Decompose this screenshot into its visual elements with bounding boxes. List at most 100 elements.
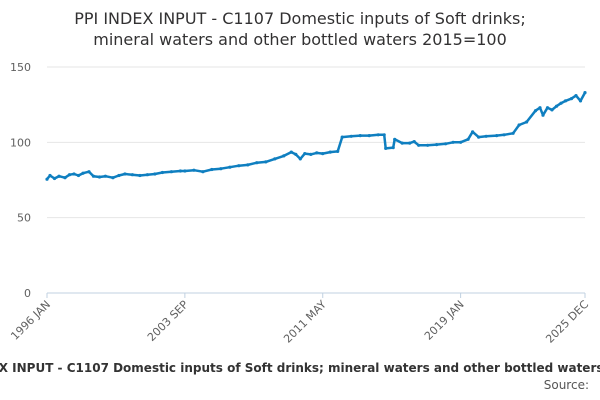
x-tick-label-2: 2011 MAY xyxy=(281,298,329,346)
data-point-68[interactable] xyxy=(511,131,515,135)
data-point-49[interactable] xyxy=(382,133,386,137)
data-point-73[interactable] xyxy=(541,113,545,117)
tick-labels: 0 50 100 150 1996 JAN 2003 SEP 2011 MAY 2019 JA… xyxy=(8,61,591,346)
data-point-9[interactable] xyxy=(87,170,91,174)
data-point-81[interactable] xyxy=(578,99,583,103)
data-point-28[interactable] xyxy=(228,165,232,169)
data-point-13[interactable] xyxy=(111,176,115,180)
data-point-75[interactable] xyxy=(550,108,554,112)
data-point-65[interactable] xyxy=(484,134,488,138)
data-point-67[interactable] xyxy=(502,133,506,137)
y-tick-label-150: 150 xyxy=(10,61,31,74)
x-tick-label-0: 1996 JAN xyxy=(8,298,53,343)
data-point-4[interactable] xyxy=(63,176,67,180)
x-tick-label-3: 2019 JAN xyxy=(422,298,467,343)
source-label: Source: xyxy=(544,378,589,392)
chart-title: PPI INDEX INPUT - C1107 Domestic inputs … xyxy=(74,9,526,49)
data-point-44[interactable] xyxy=(340,135,344,139)
data-point-42[interactable] xyxy=(328,150,332,154)
data-point-56[interactable] xyxy=(417,143,421,147)
data-point-64[interactable] xyxy=(477,135,481,139)
data-point-51[interactable] xyxy=(391,146,395,150)
data-point-57[interactable] xyxy=(426,143,430,147)
data-point-36[interactable] xyxy=(294,152,298,156)
data-point-76[interactable] xyxy=(554,104,559,108)
data-point-14[interactable] xyxy=(117,173,121,178)
data-point-41[interactable] xyxy=(321,152,325,156)
data-point-77[interactable] xyxy=(559,101,563,105)
data-point-37[interactable] xyxy=(298,157,302,161)
data-point-58[interactable] xyxy=(435,143,439,147)
data-point-63[interactable] xyxy=(471,130,475,134)
data-point-38[interactable] xyxy=(303,152,307,156)
data-point-52[interactable] xyxy=(393,137,397,141)
data-point-53[interactable] xyxy=(400,141,404,145)
data-point-11[interactable] xyxy=(97,175,102,179)
data-point-45[interactable] xyxy=(349,134,353,138)
data-point-33[interactable] xyxy=(273,157,277,161)
data-point-31[interactable] xyxy=(255,161,259,165)
data-point-22[interactable] xyxy=(178,169,182,173)
data-point-25[interactable] xyxy=(201,170,205,174)
data-point-48[interactable] xyxy=(376,133,380,137)
data-point-79[interactable] xyxy=(569,97,574,101)
data-point-12[interactable] xyxy=(103,174,107,178)
data-point-27[interactable] xyxy=(219,167,223,171)
data-point-40[interactable] xyxy=(315,151,319,155)
data-point-55[interactable] xyxy=(412,140,416,144)
data-point-24[interactable] xyxy=(192,168,196,172)
data-point-54[interactable] xyxy=(408,141,412,145)
data-point-47[interactable] xyxy=(367,134,371,138)
y-tick-label-100: 100 xyxy=(10,136,31,149)
data-point-72[interactable] xyxy=(538,106,542,110)
data-point-5[interactable] xyxy=(67,173,72,177)
data-point-74[interactable] xyxy=(545,106,550,110)
legend-label[interactable]: PPI INDEX INPUT - C1107 Domestic inputs … xyxy=(0,361,600,375)
data-point-35[interactable] xyxy=(289,150,293,154)
data-point-34[interactable] xyxy=(282,154,286,158)
data-point-20[interactable] xyxy=(160,170,164,175)
data-point-6[interactable] xyxy=(72,172,76,176)
chart-title-line-1: PPI INDEX INPUT - C1107 Domestic inputs … xyxy=(74,9,526,28)
data-point-62[interactable] xyxy=(466,137,470,141)
data-point-43[interactable] xyxy=(336,149,340,153)
data-point-16[interactable] xyxy=(130,173,134,177)
data-point-59[interactable] xyxy=(444,142,448,146)
data-point-15[interactable] xyxy=(123,172,127,176)
data-point-60[interactable] xyxy=(451,140,455,144)
x-tick-label-4: 2025 DEC xyxy=(543,298,591,346)
data-point-26[interactable] xyxy=(210,167,214,172)
data-point-18[interactable] xyxy=(145,173,149,177)
data-point-10[interactable] xyxy=(91,174,96,178)
data-point-82[interactable] xyxy=(583,91,587,95)
data-point-69[interactable] xyxy=(517,123,521,127)
data-point-23[interactable] xyxy=(183,169,187,173)
data-point-70[interactable] xyxy=(525,120,529,124)
y-tick-label-50: 50 xyxy=(17,212,31,225)
data-point-17[interactable] xyxy=(138,173,142,178)
data-point-21[interactable] xyxy=(169,170,173,174)
chart-title-line-2: mineral waters and other bottled waters … xyxy=(93,30,507,49)
data-point-32[interactable] xyxy=(264,160,268,164)
data-point-46[interactable] xyxy=(358,134,362,138)
data-point-8[interactable] xyxy=(81,171,85,175)
x-tick-label-1: 2003 SEP xyxy=(145,298,191,344)
data-point-71[interactable] xyxy=(533,109,538,113)
data-point-0[interactable] xyxy=(45,177,49,181)
data-point-3[interactable] xyxy=(57,174,61,178)
data-point-7[interactable] xyxy=(76,173,81,178)
data-point-80[interactable] xyxy=(574,94,578,98)
data-point-30[interactable] xyxy=(246,163,250,167)
data-point-2[interactable] xyxy=(52,176,57,181)
data-point-66[interactable] xyxy=(495,134,499,138)
data-point-61[interactable] xyxy=(459,140,463,144)
axes xyxy=(46,292,586,298)
data-point-39[interactable] xyxy=(309,152,313,156)
data-point-78[interactable] xyxy=(563,99,568,103)
data-point-1[interactable] xyxy=(48,173,52,178)
data-point-19[interactable] xyxy=(153,172,157,176)
data-point-50[interactable] xyxy=(384,146,388,150)
legend[interactable]: PPI INDEX INPUT - C1107 Domestic inputs … xyxy=(0,361,600,375)
data-point-29[interactable] xyxy=(237,164,241,168)
